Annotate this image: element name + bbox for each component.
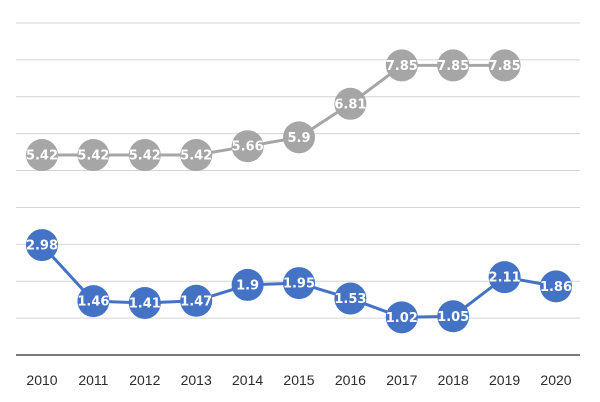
data-point (334, 282, 367, 315)
data-label: 1.9 (236, 278, 259, 293)
data-label: 5.42 (77, 149, 109, 164)
x-tick-label: 2017 (386, 372, 417, 388)
data-point (283, 267, 315, 300)
x-tick-label: 2019 (489, 372, 520, 388)
data-label: 1.02 (386, 311, 418, 326)
data-point (283, 121, 315, 154)
data-point (26, 139, 58, 172)
data-label: 1.46 (77, 295, 109, 310)
data-point (231, 268, 264, 301)
data-point (77, 285, 110, 318)
data-point (334, 87, 367, 120)
data-label: 5.42 (180, 149, 212, 164)
x-tick-label: 2014 (232, 372, 263, 388)
data-point (180, 139, 213, 172)
x-axis-tick-labels: 2010 2011 2012 2013 2014 2015 2016 2017 2018 2019… (26, 372, 571, 388)
x-tick-label: 2011 (78, 372, 108, 388)
data-point (385, 49, 418, 82)
data-label: 5.42 (129, 149, 161, 164)
data-label: 1.95 (283, 277, 315, 292)
data-point (385, 301, 418, 334)
x-tick-label: 2012 (129, 372, 160, 388)
data-label: 5.9 (287, 131, 310, 146)
x-tick-label: 2010 (26, 372, 57, 388)
data-label: 1.53 (334, 292, 366, 307)
series-line (42, 63, 505, 157)
x-tick-label: 2018 (438, 372, 469, 388)
data-point (77, 139, 110, 172)
data-label: 7.85 (437, 59, 469, 74)
data-point (437, 49, 470, 82)
data-label: 1.47 (180, 294, 212, 309)
data-point (180, 284, 213, 317)
data-point (231, 130, 264, 163)
data-point (540, 270, 572, 303)
x-tick-label: 2015 (283, 372, 314, 388)
data-label: 5.42 (26, 149, 58, 164)
data-label: 7.85 (489, 59, 521, 74)
data-label: 1.86 (540, 280, 572, 295)
data-label: 2.98 (26, 239, 58, 254)
data-point (128, 139, 161, 172)
data-label: 1.41 (129, 296, 161, 311)
series-2: 2.98 1.46 1.41 1.47 1.9 1.95 1.53 1.02 1.05 2.11 1… (26, 229, 572, 334)
x-tick-label: 2020 (540, 372, 571, 388)
data-label: 6.81 (334, 97, 366, 112)
data-label: 5.66 (232, 140, 264, 155)
data-point (488, 261, 521, 294)
x-tick-label: 2016 (335, 372, 366, 388)
data-label: 7.85 (386, 59, 418, 74)
data-label: 2.11 (489, 271, 521, 286)
data-point (128, 286, 161, 319)
data-point (437, 300, 470, 333)
data-point (26, 229, 58, 262)
data-point (488, 49, 521, 82)
data-label: 1.05 (437, 310, 469, 325)
series-1: 5.42 5.42 5.42 5.42 5.66 5.9 6.81 7.85 7.85 7.85 (26, 49, 521, 172)
x-tick-label: 2013 (181, 372, 212, 388)
series-layer: 5.42 5.42 5.42 5.42 5.66 5.9 6.81 7.85 7.85 7.85 2… (26, 49, 572, 334)
